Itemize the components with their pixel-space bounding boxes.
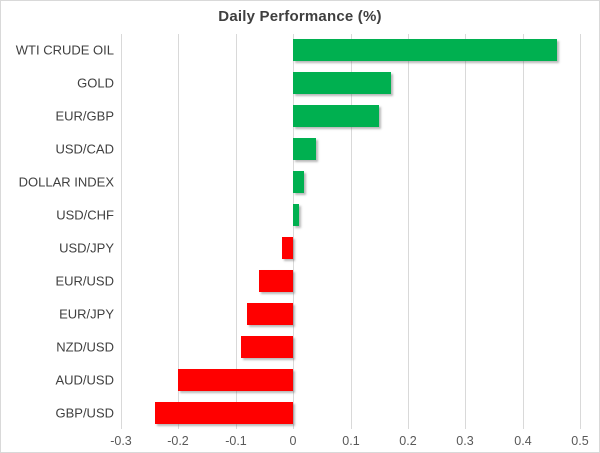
gridline [408, 34, 409, 429]
bar-usd-chf [293, 204, 299, 226]
category-label: GBP/USD [55, 405, 114, 421]
gridline [351, 34, 352, 429]
tick-label: 0.3 [456, 434, 474, 448]
tick-label: 0.2 [399, 434, 417, 448]
tick-label: -0.2 [167, 434, 189, 448]
gridline [178, 34, 179, 429]
category-label: EUR/GBP [55, 108, 114, 124]
tick-label: 0.5 [571, 434, 589, 448]
category-label: NZD/USD [56, 339, 114, 355]
bar-nzd-usd [241, 336, 293, 358]
chart-title: Daily Performance (%) [218, 8, 382, 25]
bar-eur-jpy [247, 303, 293, 325]
category-label: USD/CHF [56, 207, 114, 223]
bar-wti-crude-oil [293, 39, 557, 61]
gridline [523, 34, 524, 429]
bar-eur-usd [259, 270, 293, 292]
bar-usd-cad [293, 138, 316, 160]
bar-gold [293, 72, 391, 94]
tick-label: 0.1 [342, 434, 360, 448]
bar-usd-jpy [282, 237, 293, 259]
bar-aud-usd [178, 369, 293, 391]
bar-dollar-index [293, 171, 304, 193]
category-label: DOLLAR INDEX [18, 174, 114, 190]
gridline [465, 34, 466, 429]
category-label: USD/CAD [55, 141, 114, 157]
plot-area [121, 34, 581, 429]
tick-label: -0.3 [110, 434, 132, 448]
category-label: AUD/USD [55, 372, 114, 388]
category-label: USD/JPY [59, 240, 114, 256]
bar-eur-gbp [293, 105, 379, 127]
category-label: GOLD [77, 75, 114, 91]
tick-label: -0.1 [225, 434, 247, 448]
bar-gbp-usd [155, 402, 293, 424]
category-label: EUR/JPY [59, 306, 114, 322]
tick-label: 0 [289, 434, 297, 448]
category-label: EUR/USD [55, 273, 114, 289]
gridline [580, 34, 581, 429]
gridline [293, 34, 294, 429]
gridline [236, 34, 237, 429]
tick-label: 0.4 [514, 434, 532, 448]
category-label: WTI CRUDE OIL [15, 42, 114, 58]
gridline [121, 34, 122, 429]
